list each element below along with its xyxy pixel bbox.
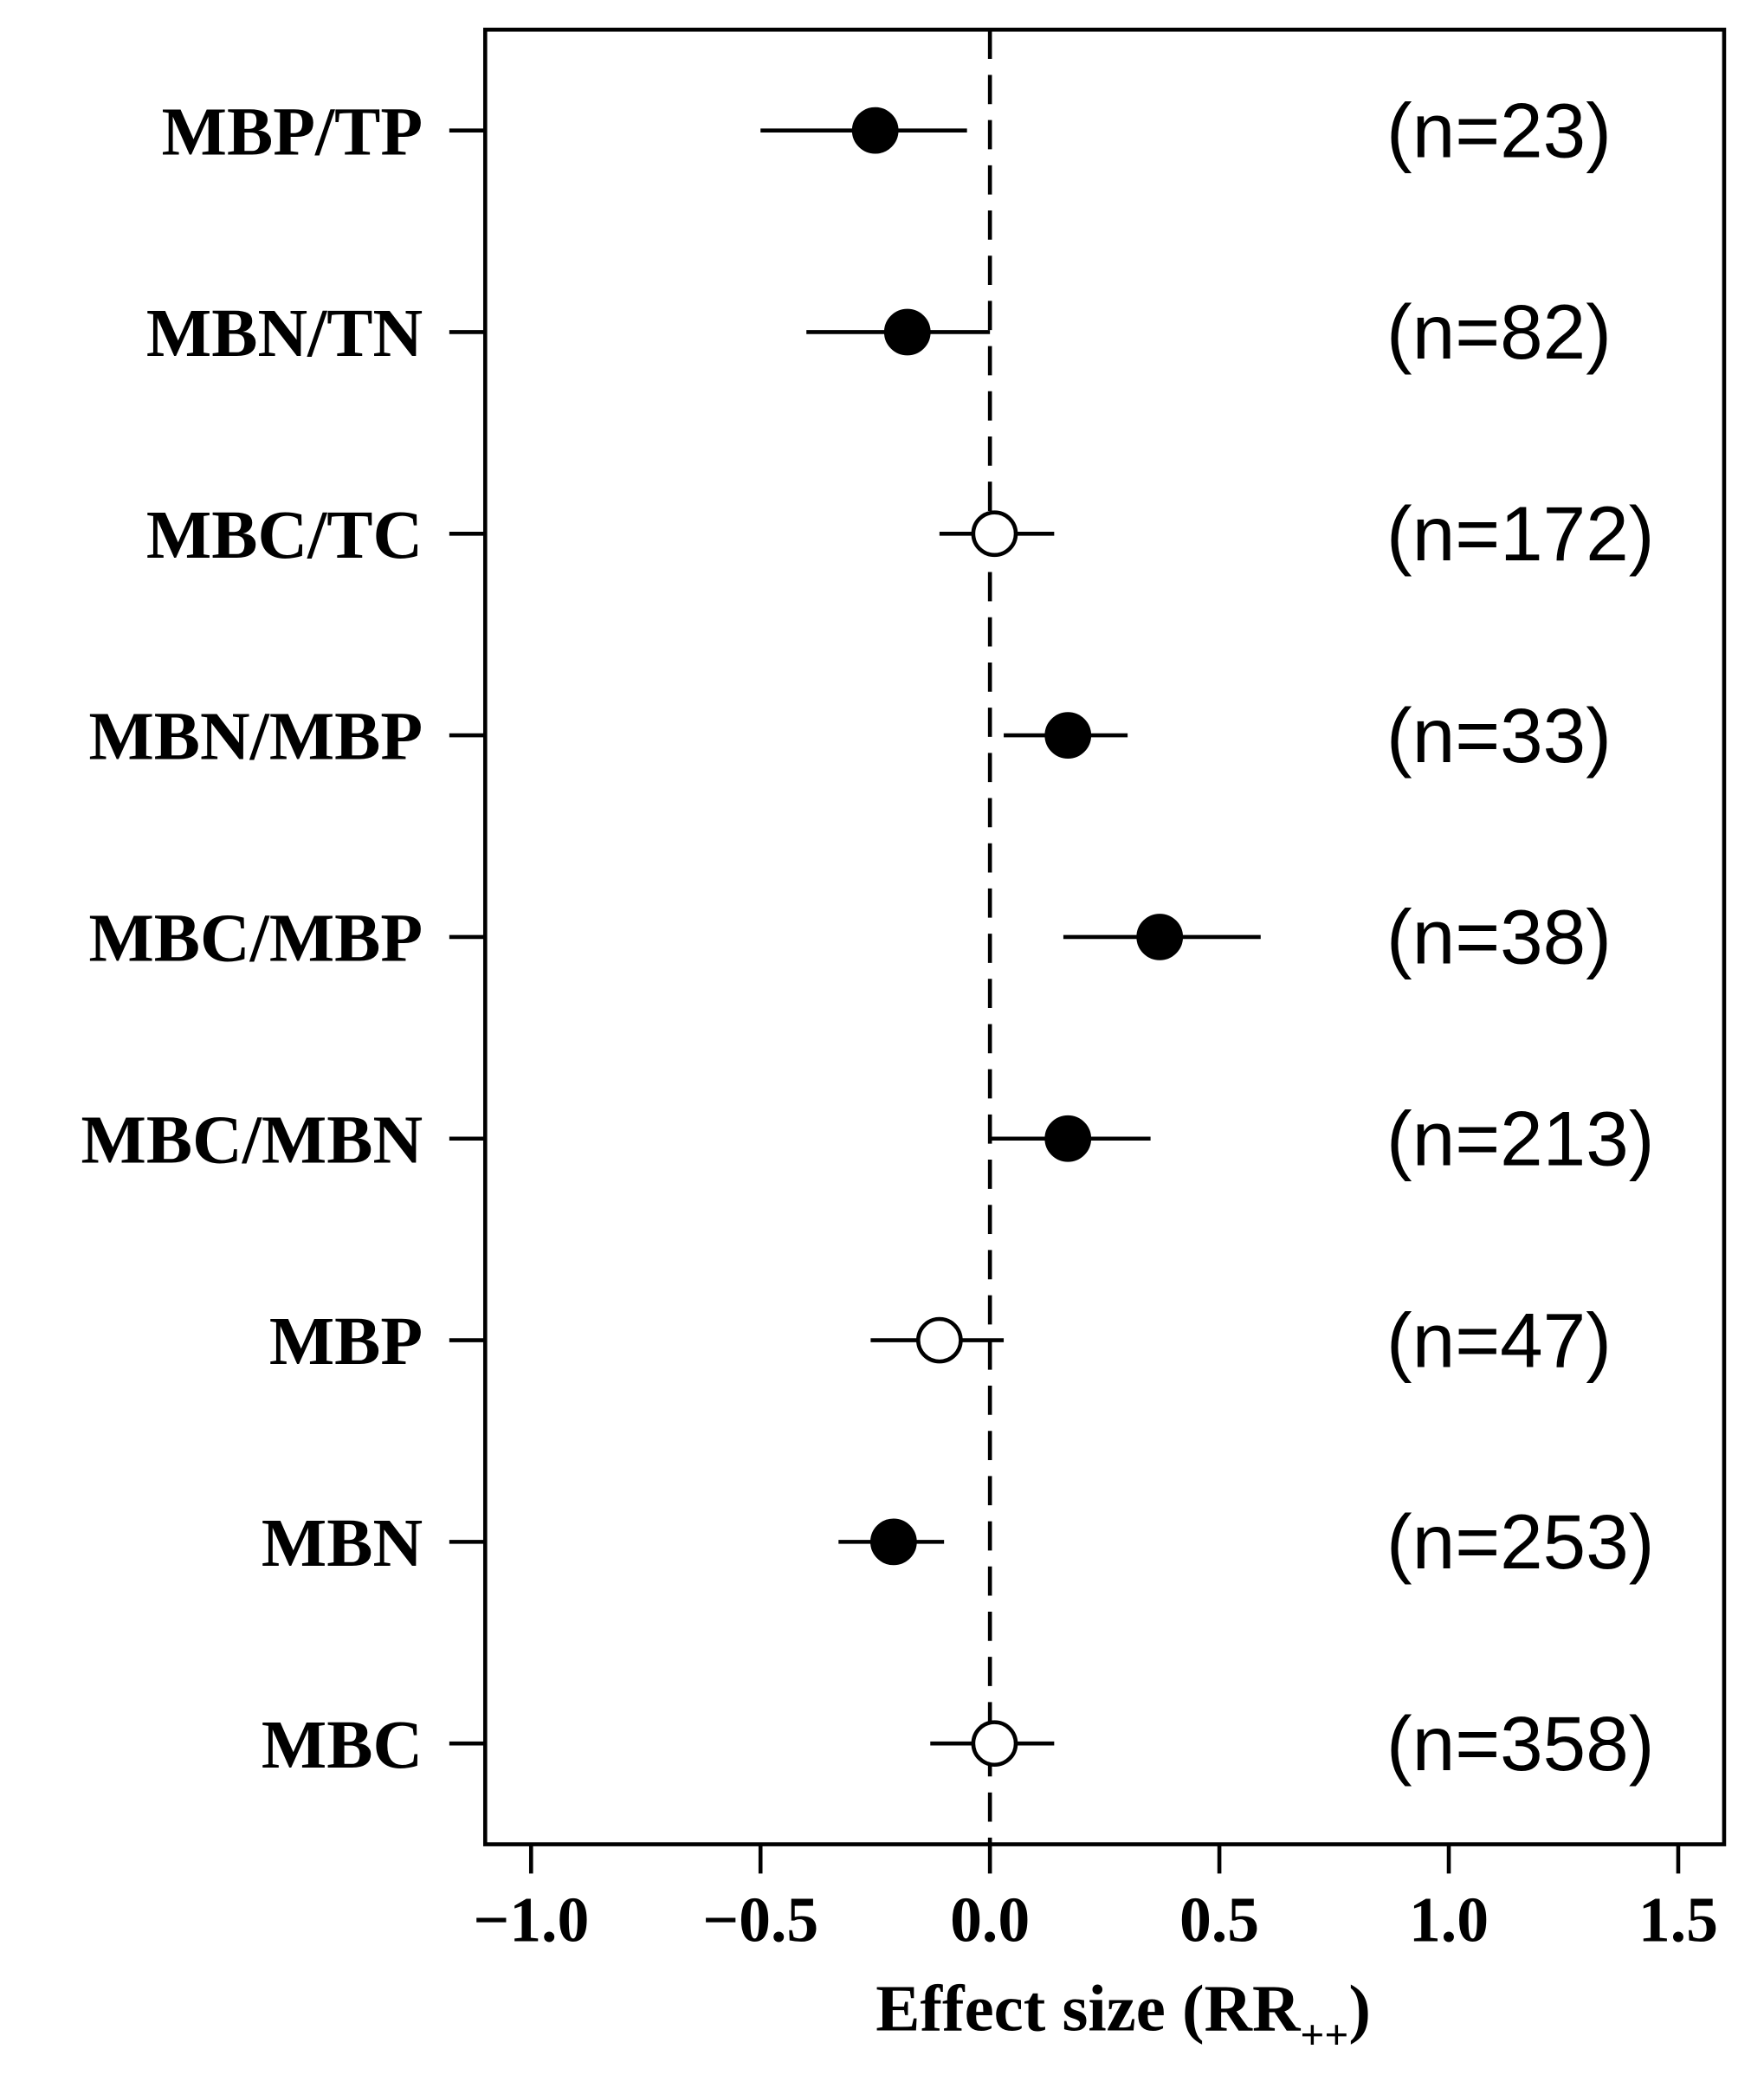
x-axis-title: Effect size (RR++)	[876, 1972, 1371, 2059]
sample-size-label: (n=358)	[1386, 1700, 1654, 1787]
sample-size-label: (n=82)	[1386, 288, 1612, 375]
point	[851, 107, 899, 154]
x-tick-label: 1.5	[1638, 1884, 1718, 1955]
x-tick-label: 0.5	[1179, 1884, 1259, 1955]
x-axis-title-subscript: ++	[1300, 2011, 1348, 2059]
y-tick-label: MBC/MBN	[81, 1102, 423, 1178]
point	[883, 308, 931, 356]
y-tick-label: MBC/TC	[146, 497, 423, 573]
point	[870, 1518, 917, 1566]
sample-size-label: (n=172)	[1386, 490, 1654, 577]
sample-size-label: (n=47)	[1386, 1296, 1612, 1383]
sample-size-label: (n=33)	[1386, 692, 1612, 779]
x-axis-title-main: Effect size (RR	[876, 1972, 1302, 2046]
x-tick-label: 1.0	[1409, 1884, 1489, 1955]
point	[971, 510, 1018, 558]
point	[971, 1720, 1018, 1768]
x-tick-label: −1.0	[473, 1884, 589, 1955]
sample-size-label: (n=253)	[1386, 1498, 1654, 1585]
y-tick-label: MBN/MBP	[88, 699, 423, 775]
y-tick-label: MBN	[262, 1505, 423, 1581]
y-tick-label: MBP/TP	[162, 94, 423, 170]
x-tick-label: 0.0	[950, 1884, 1030, 1955]
sample-size-label: (n=213)	[1386, 1095, 1654, 1181]
point	[1044, 712, 1092, 759]
y-tick-label: MBC	[262, 1707, 423, 1783]
point	[1136, 914, 1184, 960]
sample-size-label: (n=23)	[1386, 87, 1612, 173]
point	[916, 1316, 963, 1364]
y-tick-label: MBC/MBP	[88, 901, 423, 977]
point	[1044, 1115, 1092, 1162]
x-axis-title-end: )	[1348, 1972, 1371, 2046]
x-tick-label: −0.5	[702, 1884, 818, 1955]
y-tick-label: MBP	[269, 1303, 423, 1380]
y-tick-label: MBN/TN	[146, 295, 423, 372]
sample-size-label: (n=38)	[1386, 894, 1612, 980]
